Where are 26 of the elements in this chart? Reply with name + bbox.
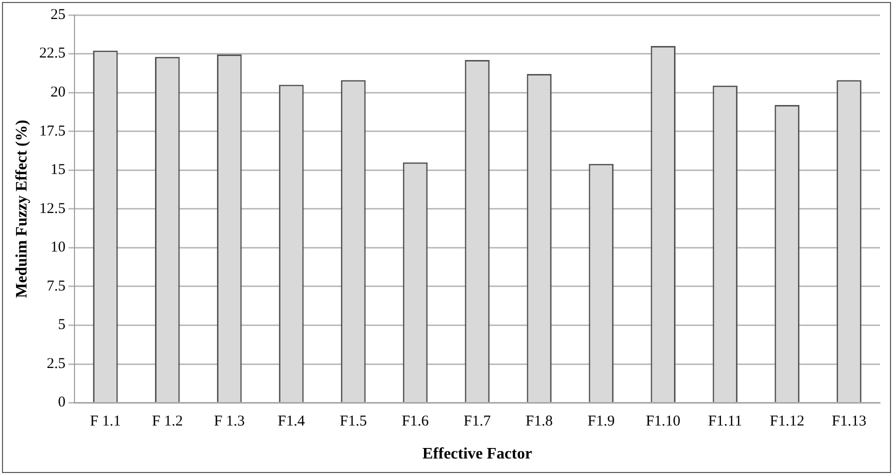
x-tick-label: F1.8 — [526, 414, 553, 430]
y-tick-label: 20 — [50, 84, 66, 100]
x-tick-label: F1.12 — [770, 414, 804, 430]
y-tick-label: 12.5 — [39, 200, 66, 217]
y-tick-label: 22.5 — [39, 46, 66, 62]
y-tick-label: 10 — [50, 240, 66, 256]
y-tick-label: 15 — [50, 162, 66, 178]
x-tick-label: F 1.1 — [90, 414, 121, 430]
x-tick-label: F1.9 — [588, 414, 615, 430]
y-tick-label: 2.5 — [46, 356, 66, 372]
x-tick-label: F1.10 — [646, 414, 680, 430]
y-tick-label: 0 — [58, 394, 66, 411]
y-tick-label: 7.5 — [46, 278, 66, 294]
x-tick-label: F1.13 — [832, 414, 866, 430]
y-tick-label: 25 — [50, 6, 66, 23]
x-axis-title: Effective Factor — [422, 446, 532, 463]
x-tick-label: F1.7 — [464, 414, 492, 430]
x-tick-label: F1.5 — [340, 414, 367, 430]
x-tick-label: F1.11 — [708, 414, 742, 430]
x-tick-label: F1.6 — [402, 414, 430, 430]
x-tick-label: F 1.3 — [214, 414, 245, 430]
x-tick-label: F 1.2 — [152, 414, 183, 430]
y-tick-label: 5 — [58, 317, 66, 334]
y-axis-title: Meduim Fuzzy Effect (%) — [14, 120, 31, 298]
x-tick-label: F1.4 — [278, 414, 306, 430]
y-tick-label: 17.5 — [39, 123, 66, 140]
